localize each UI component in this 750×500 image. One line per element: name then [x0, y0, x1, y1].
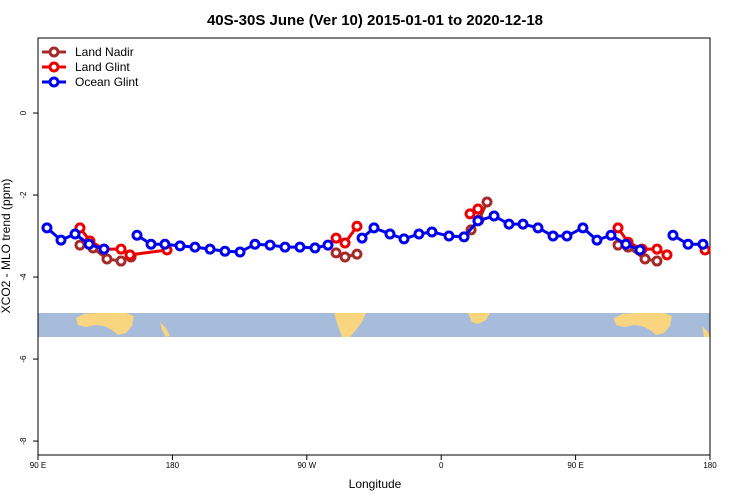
- data-point: [159, 238, 171, 250]
- data-point: [472, 215, 484, 227]
- ocean: [38, 313, 710, 337]
- land: [160, 322, 170, 337]
- data-point: [74, 239, 86, 251]
- data-point: [547, 230, 559, 242]
- legend-marker: [48, 61, 60, 73]
- y-tick-label: -4: [19, 273, 28, 281]
- data-point: [264, 239, 276, 251]
- data-point: [309, 242, 321, 254]
- data-point: [356, 232, 368, 244]
- data-point: [661, 249, 673, 261]
- data-point: [481, 196, 493, 208]
- data-point: [458, 231, 470, 243]
- data-point: [115, 255, 127, 267]
- land: [468, 313, 490, 324]
- data-point: [234, 246, 246, 258]
- x-tick-label: 90 W: [297, 461, 316, 470]
- series-line: [45, 214, 703, 254]
- data-point: [249, 238, 261, 250]
- map-strip: [38, 313, 710, 337]
- data-point: [115, 243, 127, 255]
- data-point: [503, 218, 515, 230]
- y-tick-label: -2: [19, 191, 28, 199]
- data-point: [488, 210, 500, 222]
- x-tick-label: 90 E: [30, 461, 46, 470]
- legend-marker: [48, 46, 60, 58]
- y-tick-label: -6: [19, 355, 28, 363]
- data-point: [577, 222, 589, 234]
- land: [334, 313, 366, 337]
- legend-marker: [48, 76, 60, 88]
- land: [76, 313, 134, 335]
- data-point: [330, 247, 342, 259]
- data-point: [413, 228, 425, 240]
- data-point: [682, 238, 694, 250]
- data-point: [639, 253, 651, 265]
- data-point: [368, 222, 380, 234]
- chart-title: 40S-30S June (Ver 10) 2015-01-01 to 2020…: [207, 12, 543, 29]
- data-point: [634, 244, 646, 256]
- data-point: [351, 220, 363, 232]
- data-point: [339, 237, 351, 249]
- data-point: [131, 229, 143, 241]
- data-point: [322, 239, 334, 251]
- data-point: [591, 234, 603, 246]
- y-tick-label: -8: [19, 437, 28, 445]
- data-point: [651, 243, 663, 255]
- data-point: [279, 241, 291, 253]
- land: [702, 326, 710, 337]
- data-point: [398, 233, 410, 245]
- data-point: [605, 229, 617, 241]
- data-point: [98, 243, 110, 255]
- data-point: [219, 245, 231, 257]
- data-point: [472, 203, 484, 215]
- data-point: [55, 234, 67, 246]
- legend-label: Land Glint: [75, 60, 130, 74]
- data-point: [351, 248, 363, 260]
- data-point: [330, 232, 342, 244]
- x-tick-label: 90 E: [567, 461, 583, 470]
- x-tick-label: 180: [166, 461, 180, 470]
- data-point: [339, 251, 351, 263]
- data-point: [517, 218, 529, 230]
- y-axis-label: XCO2 - MLO trend (ppm): [0, 179, 13, 314]
- data-point: [145, 238, 157, 250]
- legend-label: Land Nadir: [75, 45, 134, 59]
- data-point: [69, 228, 81, 240]
- data-point: [667, 229, 679, 241]
- land: [614, 313, 672, 335]
- data-point: [426, 226, 438, 238]
- y-tick-label: 0: [19, 110, 28, 115]
- data-point: [83, 238, 95, 250]
- data-point: [612, 222, 624, 234]
- data-point: [204, 243, 216, 255]
- data-point: [443, 230, 455, 242]
- data-point: [189, 241, 201, 253]
- data-point: [651, 255, 663, 267]
- data-point: [124, 249, 136, 261]
- x-axis-label: Longitude: [349, 477, 402, 491]
- data-point: [174, 240, 186, 252]
- data-point: [294, 241, 306, 253]
- legend-label: Ocean Glint: [75, 75, 139, 89]
- data-point: [101, 253, 113, 265]
- x-tick-label: 0: [439, 461, 444, 470]
- data-point: [532, 222, 544, 234]
- data-point: [620, 238, 632, 250]
- data-point: [697, 238, 709, 250]
- x-tick-label: 180: [703, 461, 717, 470]
- data-point: [384, 228, 396, 240]
- data-point: [561, 230, 573, 242]
- data-point: [41, 222, 53, 234]
- data-point: [464, 208, 476, 220]
- plot-frame: [37, 37, 711, 456]
